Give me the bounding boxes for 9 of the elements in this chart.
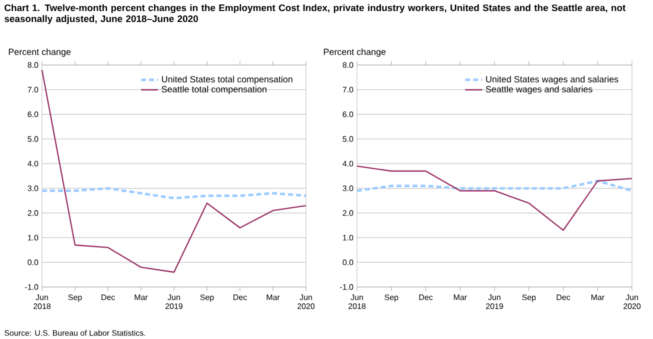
legend-label: Seattle total compensation (162, 86, 266, 94)
legend-label: United States wages and salaries (486, 76, 618, 84)
line-series (41, 69, 307, 273)
y-axis-title: Percent change (324, 48, 386, 57)
legend-label: Seattle wages and salaries (486, 86, 592, 94)
y-axis-title: Percent change (8, 48, 71, 57)
line-series (356, 165, 633, 231)
chart-title: Chart 1. Twelve-month percent changes in the Employment Cost Index, private industry workers, United States and the Seattle area, not seasonally adjusted, June 2018–June 2020 (4, 4, 626, 24)
legend-label: United States total compensation (162, 76, 292, 84)
